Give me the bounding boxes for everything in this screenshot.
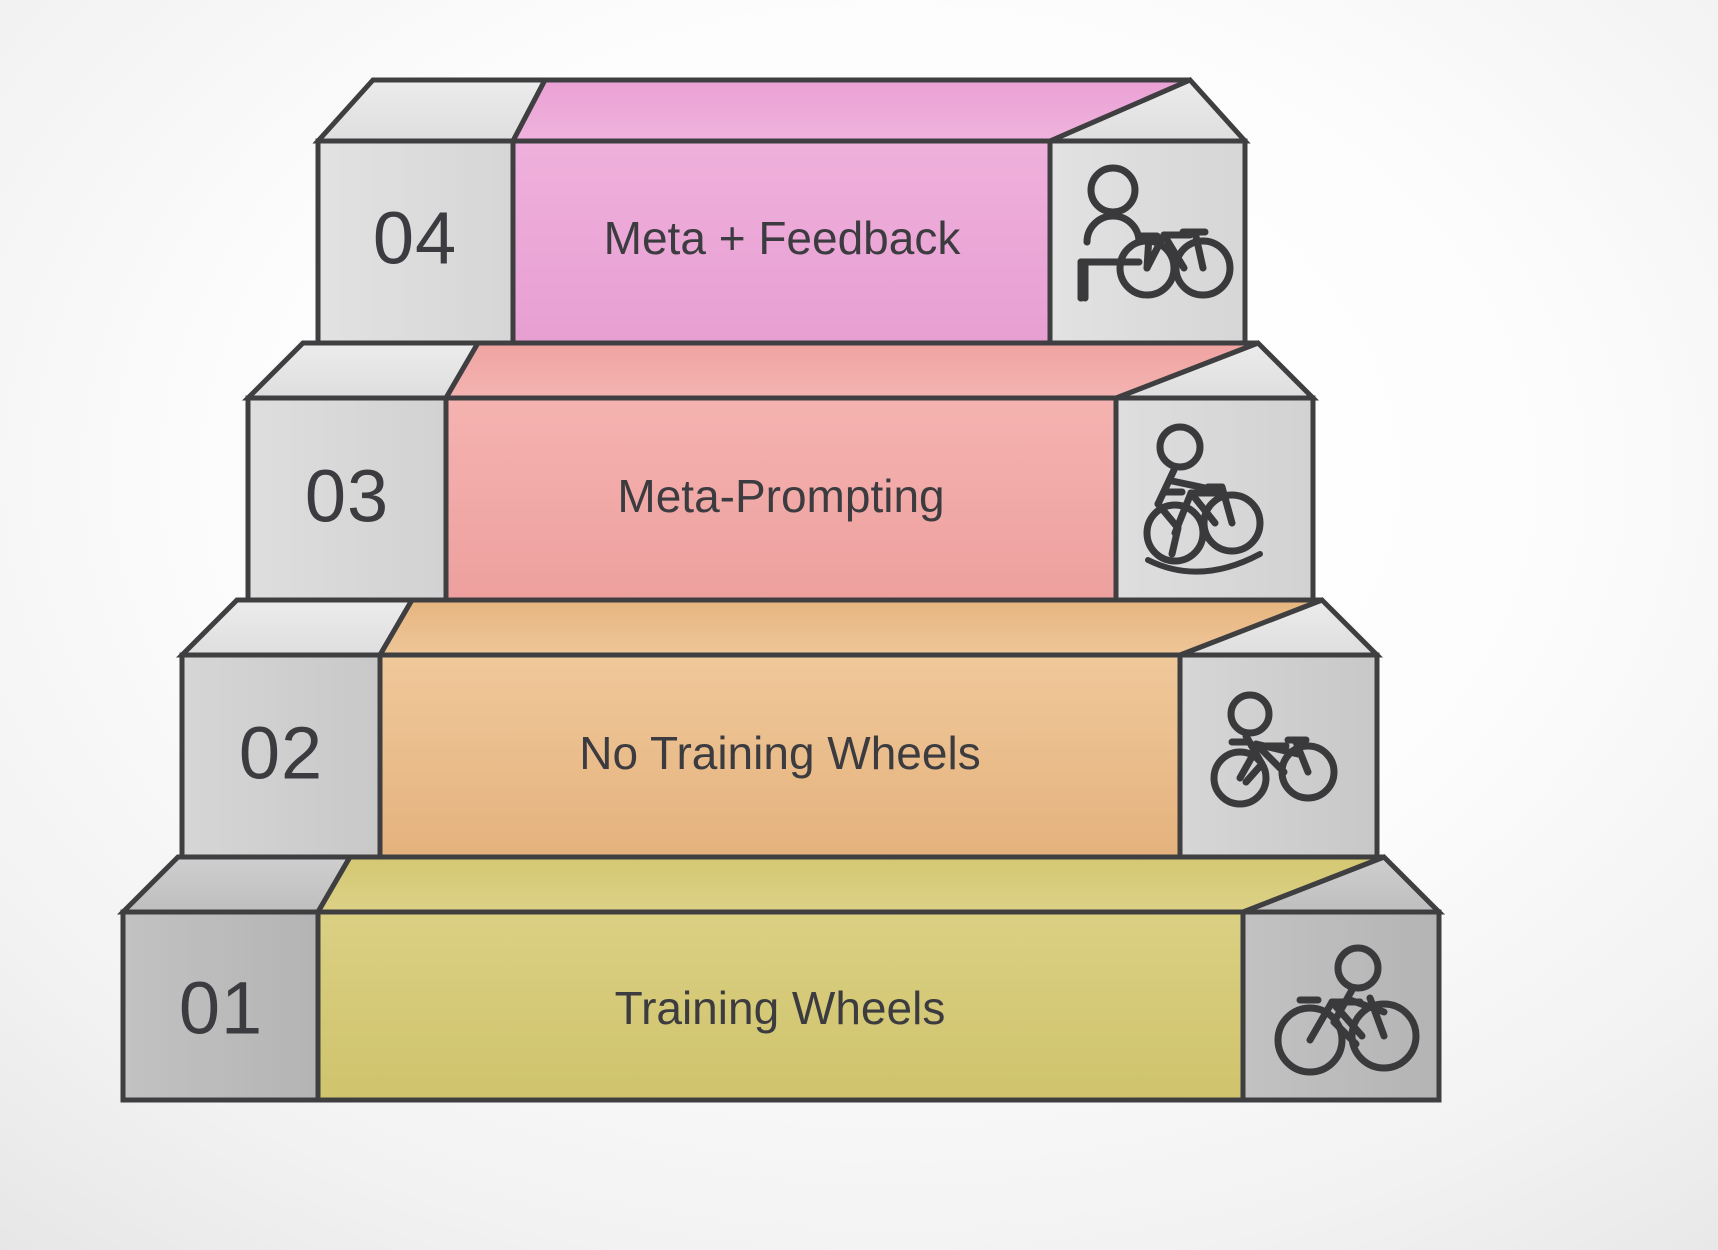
step-04-left-block-face xyxy=(315,138,516,346)
person-standing-beside-bicycle-icon xyxy=(1077,164,1234,302)
step-block-04[interactable] xyxy=(312,76,1251,346)
step-02-color-top xyxy=(375,597,1323,658)
step-02-left-block-top xyxy=(175,597,417,658)
step-block-01[interactable] xyxy=(116,854,1446,1103)
step-02-left-block-face xyxy=(179,652,383,860)
step-04-color-face xyxy=(510,138,1053,346)
step-01-color-face xyxy=(315,909,1246,1103)
step-03-color-face xyxy=(443,395,1119,603)
step-03-left-block-face xyxy=(245,395,449,603)
person-riding-bicycle-icon xyxy=(1143,423,1264,575)
step-01-left-block-face xyxy=(120,909,321,1103)
step-02-color-face xyxy=(377,652,1183,860)
person-on-bicycle-with-training-wheels-icon xyxy=(1274,944,1420,1076)
step-03-color-top xyxy=(441,340,1259,401)
step-04-left-block-top xyxy=(312,77,550,144)
person-on-bicycle-leaning-icon xyxy=(1210,691,1338,808)
step-02-right-block-face xyxy=(1177,652,1380,860)
step-01-left-block-top xyxy=(116,854,355,915)
step-block-03[interactable] xyxy=(241,340,1320,603)
step-01-color-top xyxy=(313,854,1385,915)
step-03-left-block-top xyxy=(241,340,483,401)
step-block-02[interactable] xyxy=(175,597,1384,860)
